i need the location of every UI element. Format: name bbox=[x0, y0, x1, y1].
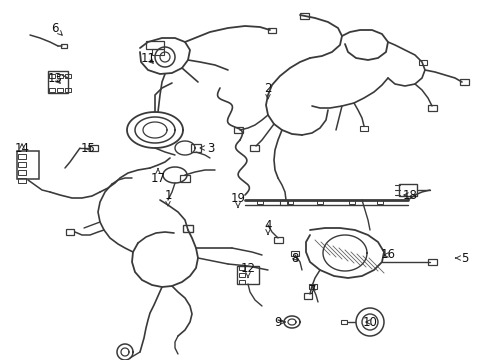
Bar bbox=[152, 49, 164, 55]
Bar bbox=[18, 170, 26, 175]
Bar bbox=[360, 126, 368, 131]
Bar bbox=[427, 105, 437, 111]
Text: 5: 5 bbox=[456, 252, 469, 265]
Bar bbox=[257, 200, 263, 204]
Bar bbox=[61, 44, 67, 48]
Text: 13: 13 bbox=[48, 72, 62, 85]
Text: 2: 2 bbox=[264, 81, 272, 99]
Text: 4: 4 bbox=[264, 219, 272, 234]
Bar bbox=[377, 200, 383, 204]
Text: 19: 19 bbox=[230, 192, 245, 207]
Bar bbox=[427, 259, 437, 265]
Bar bbox=[287, 200, 293, 204]
Bar bbox=[299, 13, 309, 19]
Bar bbox=[18, 177, 26, 183]
Text: 18: 18 bbox=[403, 189, 417, 202]
Bar bbox=[419, 59, 427, 64]
Bar bbox=[234, 127, 243, 133]
Bar bbox=[57, 74, 63, 78]
Text: 6: 6 bbox=[51, 22, 62, 35]
Bar bbox=[280, 199, 288, 204]
Bar bbox=[49, 74, 55, 78]
Bar bbox=[341, 320, 347, 324]
Bar bbox=[191, 144, 201, 152]
Text: 7: 7 bbox=[309, 284, 317, 297]
Bar bbox=[349, 200, 355, 204]
Bar bbox=[65, 74, 71, 78]
Bar bbox=[317, 200, 323, 204]
Bar bbox=[273, 237, 283, 243]
Text: 8: 8 bbox=[292, 252, 299, 265]
Bar bbox=[48, 71, 68, 93]
Text: 15: 15 bbox=[80, 141, 96, 154]
Text: 16: 16 bbox=[381, 248, 395, 261]
Bar bbox=[66, 229, 74, 235]
Text: 9: 9 bbox=[274, 315, 285, 328]
Bar bbox=[183, 225, 193, 231]
Text: 1: 1 bbox=[164, 189, 172, 206]
Bar bbox=[239, 280, 245, 284]
Bar bbox=[309, 284, 317, 288]
Bar bbox=[268, 27, 276, 32]
Bar bbox=[146, 41, 164, 49]
Bar bbox=[180, 175, 190, 181]
Bar bbox=[57, 88, 63, 92]
Bar bbox=[17, 151, 39, 179]
Bar bbox=[237, 266, 259, 284]
Bar bbox=[239, 266, 245, 270]
Bar bbox=[18, 153, 26, 158]
Text: 3: 3 bbox=[200, 141, 215, 154]
Text: 14: 14 bbox=[15, 141, 29, 154]
Text: 17: 17 bbox=[150, 168, 166, 185]
Bar bbox=[239, 273, 245, 277]
Bar bbox=[249, 145, 259, 151]
Bar bbox=[65, 88, 71, 92]
Bar bbox=[291, 251, 299, 256]
Text: 12: 12 bbox=[241, 261, 255, 278]
Bar bbox=[49, 88, 55, 92]
Bar bbox=[399, 184, 417, 196]
Bar bbox=[460, 79, 468, 85]
Bar bbox=[304, 293, 312, 299]
Text: 10: 10 bbox=[363, 315, 377, 328]
Bar bbox=[90, 145, 98, 151]
Text: 11: 11 bbox=[141, 51, 155, 64]
Bar bbox=[18, 162, 26, 166]
